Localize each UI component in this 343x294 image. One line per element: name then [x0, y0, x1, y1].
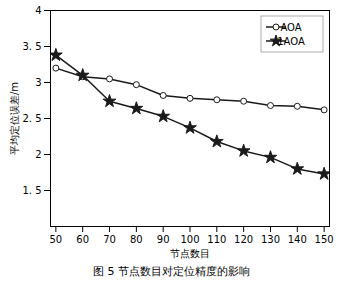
svg-text:3: 3 — [35, 77, 41, 88]
svg-text:70: 70 — [103, 234, 116, 245]
svg-text:2. 5: 2. 5 — [22, 113, 41, 124]
svg-text:150: 150 — [315, 234, 334, 245]
svg-text:140: 140 — [288, 234, 307, 245]
html-text:图 5 节点数目对定位精度的影响: 图 5 节点数目对定位精度的影响 — [93, 265, 250, 278]
svg-text:100: 100 — [180, 234, 199, 245]
svg-text:120: 120 — [234, 234, 253, 245]
svg-text:2: 2 — [35, 149, 41, 160]
svg-text:平均定位误差/m: 平均定位误差/m — [9, 82, 20, 155]
svg-text:80: 80 — [130, 234, 143, 245]
svg-text:90: 90 — [157, 234, 170, 245]
svg-text:1AOA: 1AOA — [277, 36, 305, 47]
svg-text:4: 4 — [35, 5, 41, 16]
svg-text:130: 130 — [261, 234, 280, 245]
svg-text:3. 5: 3. 5 — [22, 41, 41, 52]
svg-text:AOA: AOA — [280, 22, 301, 33]
svg-text:1. 5: 1. 5 — [22, 185, 41, 196]
svg-text:110: 110 — [207, 234, 226, 245]
svg-text:节点数目: 节点数目 — [170, 248, 210, 259]
svg-text:60: 60 — [76, 234, 89, 245]
svg-text:50: 50 — [49, 234, 62, 245]
